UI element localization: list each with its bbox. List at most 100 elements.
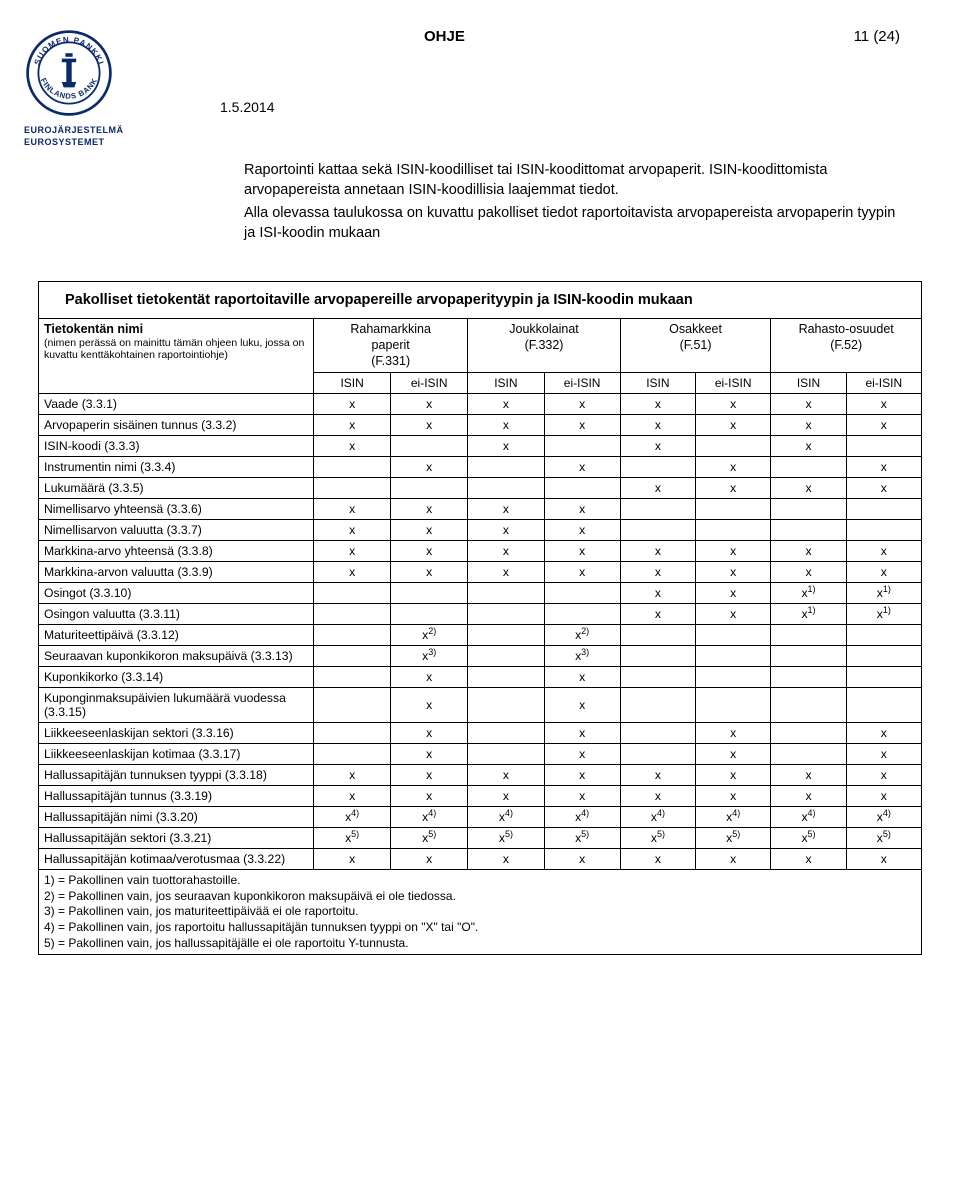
data-cell bbox=[620, 520, 695, 541]
data-cell bbox=[314, 723, 391, 744]
table-row: Kuponginmaksupäivien lukumäärä vuodessa … bbox=[39, 688, 922, 723]
data-cell: x bbox=[696, 765, 771, 786]
data-cell: x5) bbox=[771, 828, 846, 849]
data-cell: x bbox=[696, 394, 771, 415]
field-label: Markkina-arvo yhteensä (3.3.8) bbox=[39, 541, 314, 562]
data-cell bbox=[468, 723, 544, 744]
page-number: 11 (24) bbox=[854, 28, 900, 45]
field-label: Lukumäärä (3.3.5) bbox=[39, 478, 314, 499]
data-cell: x5) bbox=[391, 828, 468, 849]
field-label: Hallussapitäjän tunnus (3.3.19) bbox=[39, 786, 314, 807]
data-cell: x bbox=[544, 562, 620, 583]
data-cell bbox=[314, 457, 391, 478]
rowhead-main: Tietokentän nimi bbox=[44, 322, 143, 336]
footnotes-cell: 1) = Pakollinen vain tuottorahastoille.2… bbox=[39, 870, 922, 955]
data-cell: x bbox=[696, 541, 771, 562]
subcol-6: ISIN bbox=[771, 373, 846, 394]
data-cell bbox=[314, 688, 391, 723]
data-cell: x bbox=[468, 849, 544, 870]
data-table-wrap: Pakolliset tietokentät raportoitaville a… bbox=[38, 281, 922, 955]
table-row: Markkina-arvon valuutta (3.3.9)xxxxxxxx bbox=[39, 562, 922, 583]
col-group-2: Osakkeet(F.51) bbox=[620, 319, 771, 373]
data-cell: x4) bbox=[771, 807, 846, 828]
table-row: Hallussapitäjän sektori (3.3.21)x5)x5)x5… bbox=[39, 828, 922, 849]
data-cell: x bbox=[771, 541, 846, 562]
data-cell bbox=[846, 436, 921, 457]
footnote-line: 1) = Pakollinen vain tuottorahastoille. bbox=[44, 873, 916, 889]
data-cell: x bbox=[391, 541, 468, 562]
data-cell: x bbox=[696, 744, 771, 765]
data-cell: x bbox=[391, 394, 468, 415]
data-cell: x bbox=[620, 604, 695, 625]
data-cell bbox=[771, 723, 846, 744]
data-cell: x bbox=[544, 786, 620, 807]
data-cell: x bbox=[391, 457, 468, 478]
data-cell: x bbox=[314, 394, 391, 415]
doc-date: 1.5.2014 bbox=[220, 99, 916, 115]
table-row: Osingon valuutta (3.3.11)xxx1)x1) bbox=[39, 604, 922, 625]
data-cell bbox=[846, 520, 921, 541]
subcol-4: ISIN bbox=[620, 373, 695, 394]
data-cell: x bbox=[544, 667, 620, 688]
data-cell: x bbox=[391, 786, 468, 807]
data-cell bbox=[314, 744, 391, 765]
subcol-3: ei-ISIN bbox=[544, 373, 620, 394]
data-cell: x bbox=[696, 849, 771, 870]
data-cell: x bbox=[468, 541, 544, 562]
col-group-0: Rahamarkkinapaperit(F.331) bbox=[314, 319, 468, 373]
table-row: Lukumäärä (3.3.5)xxxx bbox=[39, 478, 922, 499]
table-row: Hallussapitäjän nimi (3.3.20)x4)x4)x4)x4… bbox=[39, 807, 922, 828]
table-row: ISIN-koodi (3.3.3)xxxx bbox=[39, 436, 922, 457]
data-cell: x1) bbox=[771, 583, 846, 604]
subcol-5: ei-ISIN bbox=[696, 373, 771, 394]
data-cell: x bbox=[544, 394, 620, 415]
table-row: Hallussapitäjän tunnus (3.3.19)xxxxxxxx bbox=[39, 786, 922, 807]
data-cell bbox=[771, 520, 846, 541]
footnote-line: 5) = Pakollinen vain, jos hallussapitäjä… bbox=[44, 936, 916, 952]
data-cell: x bbox=[544, 541, 620, 562]
data-cell: x bbox=[620, 786, 695, 807]
col-group-1: Joukkolainat(F.332) bbox=[468, 319, 620, 373]
footnote-line: 3) = Pakollinen vain, jos maturiteettipä… bbox=[44, 904, 916, 920]
data-cell bbox=[544, 583, 620, 604]
data-cell: x4) bbox=[620, 807, 695, 828]
logo-block: SUOMEN PANKKI FINLANDS BANK EUROJÄRJESTE… bbox=[44, 28, 214, 147]
data-cell: x bbox=[544, 744, 620, 765]
data-cell: x bbox=[468, 520, 544, 541]
field-label: Liikkeeseenlaskijan kotimaa (3.3.17) bbox=[39, 744, 314, 765]
data-cell: x bbox=[391, 520, 468, 541]
data-cell bbox=[771, 667, 846, 688]
data-cell bbox=[314, 604, 391, 625]
data-cell bbox=[846, 646, 921, 667]
data-cell: x bbox=[544, 415, 620, 436]
doc-type: OHJE bbox=[424, 28, 916, 45]
field-label: Markkina-arvon valuutta (3.3.9) bbox=[39, 562, 314, 583]
data-cell: x bbox=[468, 394, 544, 415]
data-cell: x bbox=[846, 415, 921, 436]
data-cell: x bbox=[696, 562, 771, 583]
data-cell: x bbox=[544, 723, 620, 744]
field-label: Nimellisarvo yhteensä (3.3.6) bbox=[39, 499, 314, 520]
data-cell bbox=[696, 436, 771, 457]
data-cell: x bbox=[620, 849, 695, 870]
mandatory-fields-table: Pakolliset tietokentät raportoitaville a… bbox=[38, 281, 922, 955]
data-cell: x bbox=[696, 457, 771, 478]
data-cell: x bbox=[620, 765, 695, 786]
intro-p2: Alla olevassa taulukossa on kuvattu pako… bbox=[244, 204, 896, 243]
field-label: Hallussapitäjän tunnuksen tyyppi (3.3.18… bbox=[39, 765, 314, 786]
data-cell: x bbox=[696, 786, 771, 807]
field-label: Hallussapitäjän nimi (3.3.20) bbox=[39, 807, 314, 828]
data-cell: x bbox=[620, 583, 695, 604]
footnote-line: 4) = Pakollinen vain, jos raportoitu hal… bbox=[44, 920, 916, 936]
table-title: Pakolliset tietokentät raportoitaville a… bbox=[39, 282, 922, 319]
data-cell: x bbox=[620, 562, 695, 583]
data-cell bbox=[468, 625, 544, 646]
data-cell: x bbox=[846, 744, 921, 765]
data-cell: x bbox=[391, 723, 468, 744]
data-cell bbox=[391, 478, 468, 499]
data-cell: x bbox=[846, 478, 921, 499]
field-label: Kuponginmaksupäivien lukumäärä vuodessa … bbox=[39, 688, 314, 723]
page-header: SUOMEN PANKKI FINLANDS BANK EUROJÄRJESTE… bbox=[44, 28, 916, 147]
data-cell bbox=[468, 688, 544, 723]
data-cell bbox=[771, 646, 846, 667]
